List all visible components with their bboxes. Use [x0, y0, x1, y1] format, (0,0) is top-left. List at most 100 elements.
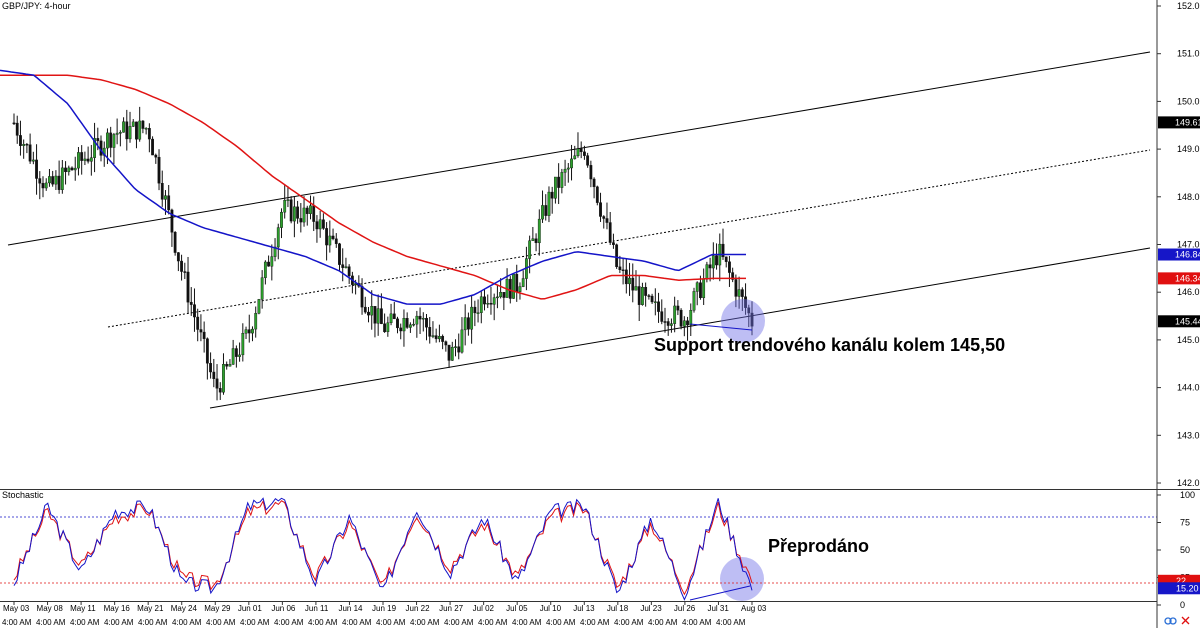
candle-body [196, 316, 200, 330]
candle-body [341, 264, 345, 268]
candle-body [405, 318, 409, 328]
stoch-marker-label: 15.20 [1176, 583, 1199, 593]
date-tick-label: Jul 02 [473, 604, 495, 613]
support-highlight-circle [721, 299, 765, 343]
candle-body [286, 199, 290, 201]
stoch-marker-label: 22 [1176, 576, 1186, 586]
candle-body [83, 158, 87, 161]
candle-body [663, 321, 667, 323]
candle-body [402, 318, 406, 332]
stoch-tick-label: 75 [1180, 518, 1190, 528]
date-tick-label: Jun 22 [406, 604, 431, 613]
candle-body [605, 218, 609, 223]
time-tick-label: 4:00 AM [138, 618, 168, 627]
candle-body [225, 364, 229, 367]
candle-body [160, 183, 164, 200]
time-tick-label: 4:00 AM [36, 618, 66, 627]
time-tick-label: 4:00 AM [308, 618, 338, 627]
candle-body [728, 261, 731, 273]
candle-body [25, 144, 29, 146]
time-tick-label: 4:00 AM [648, 618, 678, 627]
time-tick-label: 4:00 AM [376, 618, 406, 627]
candle-body [595, 186, 599, 203]
candle-body [138, 120, 142, 140]
stoch-d-line [13, 499, 753, 596]
candle-body [454, 346, 457, 348]
candle-body [222, 364, 225, 393]
support-annotation: Support trendového kanálu kolem 145,50 [654, 335, 1005, 355]
candle-body [176, 252, 180, 262]
candle-body [263, 261, 267, 278]
date-tick-label: May 29 [204, 604, 231, 613]
candle-body [283, 199, 287, 213]
date-tick-label: Jul 23 [640, 604, 662, 613]
candle-body [602, 216, 606, 219]
candle-body [457, 346, 461, 353]
candle-body [238, 354, 241, 357]
candle-body [518, 286, 522, 292]
candle-body [624, 269, 628, 285]
price-marker-label: 146.84 [1175, 250, 1200, 260]
candle-body [689, 309, 693, 326]
candle-body [612, 242, 615, 245]
close-icon[interactable] [1181, 616, 1190, 625]
candle-body [682, 320, 686, 327]
candle-body [125, 121, 129, 140]
candle-body [592, 178, 596, 188]
channel-upper-line [7, 51, 1151, 246]
price-tick-label: 143.05 [1177, 430, 1200, 440]
candle-body [541, 205, 544, 220]
date-tick-label: May 11 [70, 604, 96, 613]
candle-body [64, 167, 67, 173]
candle-body [144, 128, 148, 130]
candle-body [57, 175, 61, 190]
candle-body [737, 289, 741, 297]
candle-body [334, 238, 338, 244]
candle-body [415, 315, 419, 325]
stoch-tick-label: 0 [1180, 600, 1185, 610]
price-marker [1158, 315, 1200, 328]
date-tick-label: Jul 10 [540, 604, 562, 613]
link-icon[interactable] [1164, 617, 1177, 625]
candle-body [579, 148, 583, 153]
candle-body [657, 301, 660, 312]
candle-body [628, 277, 631, 285]
candle-body [386, 322, 390, 333]
candle-body [473, 306, 477, 314]
date-tick-label: May 16 [104, 604, 131, 613]
candle-body [31, 159, 35, 162]
candle-body [164, 195, 167, 200]
candle-body [641, 286, 644, 305]
candle-body [425, 317, 428, 328]
candle-body [296, 206, 299, 219]
candle-body [695, 282, 699, 292]
candle-body [73, 167, 77, 171]
candle-body [660, 311, 664, 322]
stoch-tick-label: 50 [1180, 545, 1190, 555]
candle-body [702, 279, 706, 299]
candle-body [544, 205, 548, 216]
candle-body [705, 264, 709, 280]
time-tick-label: 4:00 AM [716, 618, 746, 627]
candle-body [408, 324, 412, 328]
candle-body [363, 306, 367, 313]
candle-body [740, 289, 744, 297]
date-tick-label: Jun 06 [271, 604, 296, 613]
candle-body [447, 344, 451, 361]
highlights [689, 299, 765, 601]
candle-body [467, 317, 470, 330]
candle-body [450, 346, 454, 361]
candle-body [431, 335, 435, 337]
candle-body [218, 388, 222, 393]
candle-body [521, 278, 525, 287]
candle-body [170, 209, 174, 233]
candle-body [38, 178, 42, 184]
time-tick-label: 4:00 AM [172, 618, 202, 627]
candle-body [318, 219, 322, 230]
price-marker [1158, 116, 1200, 129]
time-tick-label: 4:00 AM [342, 618, 372, 627]
price-tick-label: 146.05 [1177, 287, 1200, 297]
candle-body [615, 244, 619, 268]
date-tick-label: May 24 [171, 604, 198, 613]
